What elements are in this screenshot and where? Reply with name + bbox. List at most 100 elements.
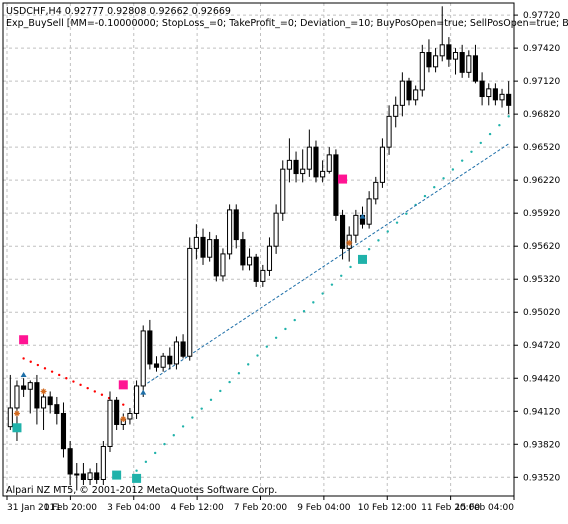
bull-candle	[366, 198, 372, 225]
trailing-stop-buy-dot	[321, 292, 324, 295]
bull-candle	[379, 146, 385, 183]
trailing-stop-buy-dot	[423, 194, 427, 198]
bear-candle	[54, 404, 60, 414]
trend-line	[142, 143, 509, 387]
symbol-quote-line: USDCHF,H4 0.92777 0.92808 0.92662 0.9266…	[6, 6, 231, 17]
bull-candle	[399, 80, 405, 106]
bull-candle	[300, 168, 306, 175]
price-tick-label: 0.94720	[523, 341, 560, 351]
trailing-stop-buy-dot	[479, 141, 482, 145]
bull-candle	[266, 245, 273, 271]
trailing-stop-sell-dot	[43, 367, 47, 370]
trailing-stop-buy-dot	[135, 469, 138, 472]
trailing-stop-buy-dot	[191, 416, 194, 419]
plot-frame	[2, 2, 515, 497]
trailing-stop-sell-dot	[93, 390, 97, 393]
bear-candle	[67, 448, 73, 475]
trailing-stop-buy-dot	[274, 336, 278, 340]
bull-candle	[486, 88, 492, 98]
bull-candle	[439, 44, 445, 57]
bull-candle	[207, 239, 213, 258]
trailing-stop-sell-dot	[29, 360, 32, 363]
price-tick-label: 0.93520	[523, 473, 560, 483]
time-tick-label: 7 Feb 20:00	[234, 503, 288, 513]
trailing-stop-buy-dot	[228, 380, 231, 384]
stop-star-icon	[346, 239, 353, 246]
bear-candle	[233, 209, 239, 241]
trailing-stop-buy-dot	[488, 132, 492, 136]
bull-candle	[326, 154, 332, 172]
trailing-stop-buy-dot	[330, 283, 334, 286]
trailing-stop-buy-dot	[507, 115, 510, 118]
bull-candle	[173, 341, 180, 365]
bear-candle	[293, 159, 299, 175]
bull-candle	[353, 214, 359, 236]
bear-candle	[21, 385, 27, 390]
trend-layer	[22, 115, 510, 472]
bull-candle	[14, 385, 20, 409]
signal-layer	[12, 174, 367, 483]
trailing-stop-buy-dot	[181, 425, 185, 428]
trailing-stop-sell-dot	[86, 386, 89, 390]
trailing-stop-buy-dot	[293, 318, 296, 322]
trailing-stop-sell-dot	[72, 380, 75, 383]
trailing-stop-buy-dot	[442, 177, 445, 180]
indicator-params-line: Exp_BuySell [MM=-0.10000000; StopLoss_=0…	[6, 18, 568, 29]
buy-signal-marker	[132, 473, 142, 483]
price-tick-label: 0.95920	[523, 209, 560, 219]
trailing-stop-sell-dot	[65, 377, 68, 380]
entry-arrow-icon	[359, 213, 366, 219]
stop-star-icon	[40, 388, 47, 395]
price-tick-label: 0.94420	[523, 374, 560, 384]
bear-candle	[479, 80, 485, 98]
bear-candle	[406, 80, 412, 101]
bear-candle	[147, 330, 153, 365]
trailing-stop-buy-dot	[340, 274, 343, 278]
trailing-stop-sell-dot	[50, 370, 54, 373]
time-tick-label: 3 Feb 04:00	[107, 503, 161, 513]
bear-candle	[253, 256, 259, 282]
bull-candle	[499, 93, 505, 101]
price-tick-label: 0.97420	[523, 44, 560, 54]
bull-candle	[7, 407, 13, 428]
sell-signal-marker	[118, 380, 128, 390]
bull-candle	[134, 385, 140, 414]
time-tick-label: 15 Feb 04:00	[455, 503, 514, 513]
bull-candle	[419, 52, 425, 91]
bear-candle	[492, 88, 498, 101]
bull-candle	[286, 159, 292, 170]
bull-candle	[27, 382, 33, 390]
bull-candle	[100, 445, 106, 480]
bear-candle	[94, 472, 100, 480]
time-tick-label: 9 Feb 04:00	[297, 503, 351, 513]
price-axis: 0.97720 0.97420 0.97120 0.96820 0.96520 0.962…	[514, 11, 560, 483]
stop-star-icon	[120, 415, 127, 422]
bear-candle	[459, 52, 465, 73]
sell-signal-marker	[19, 335, 29, 345]
price-tick-label: 0.94120	[523, 407, 560, 417]
buy-signal-marker	[12, 423, 22, 433]
bull-candle	[413, 89, 419, 101]
grid-layer	[3, 3, 515, 496]
trailing-stop-buy-dot	[200, 407, 203, 410]
trailing-stop-buy-dot	[498, 124, 501, 127]
trailing-stop-sell-dot	[122, 403, 125, 406]
bear-candle	[80, 473, 86, 480]
buy-signal-marker	[112, 470, 122, 480]
trailing-stop-buy-dot	[172, 434, 175, 437]
bear-candle	[114, 399, 120, 425]
trailing-stop-buy-dot	[219, 389, 222, 393]
bear-candle	[200, 236, 206, 258]
bull-candle	[246, 256, 253, 266]
time-tick-label: 4 Feb 12:00	[170, 503, 224, 513]
bull-candle	[107, 399, 113, 447]
time-tick-label: 1 Feb 20:00	[44, 503, 98, 513]
bear-candle	[47, 396, 53, 406]
bull-candle	[187, 247, 193, 357]
copyright-text: Alpari NZ MT5, © 2001-2012 MetaQuotes So…	[6, 485, 277, 496]
trailing-stop-buy-dot	[367, 248, 371, 251]
